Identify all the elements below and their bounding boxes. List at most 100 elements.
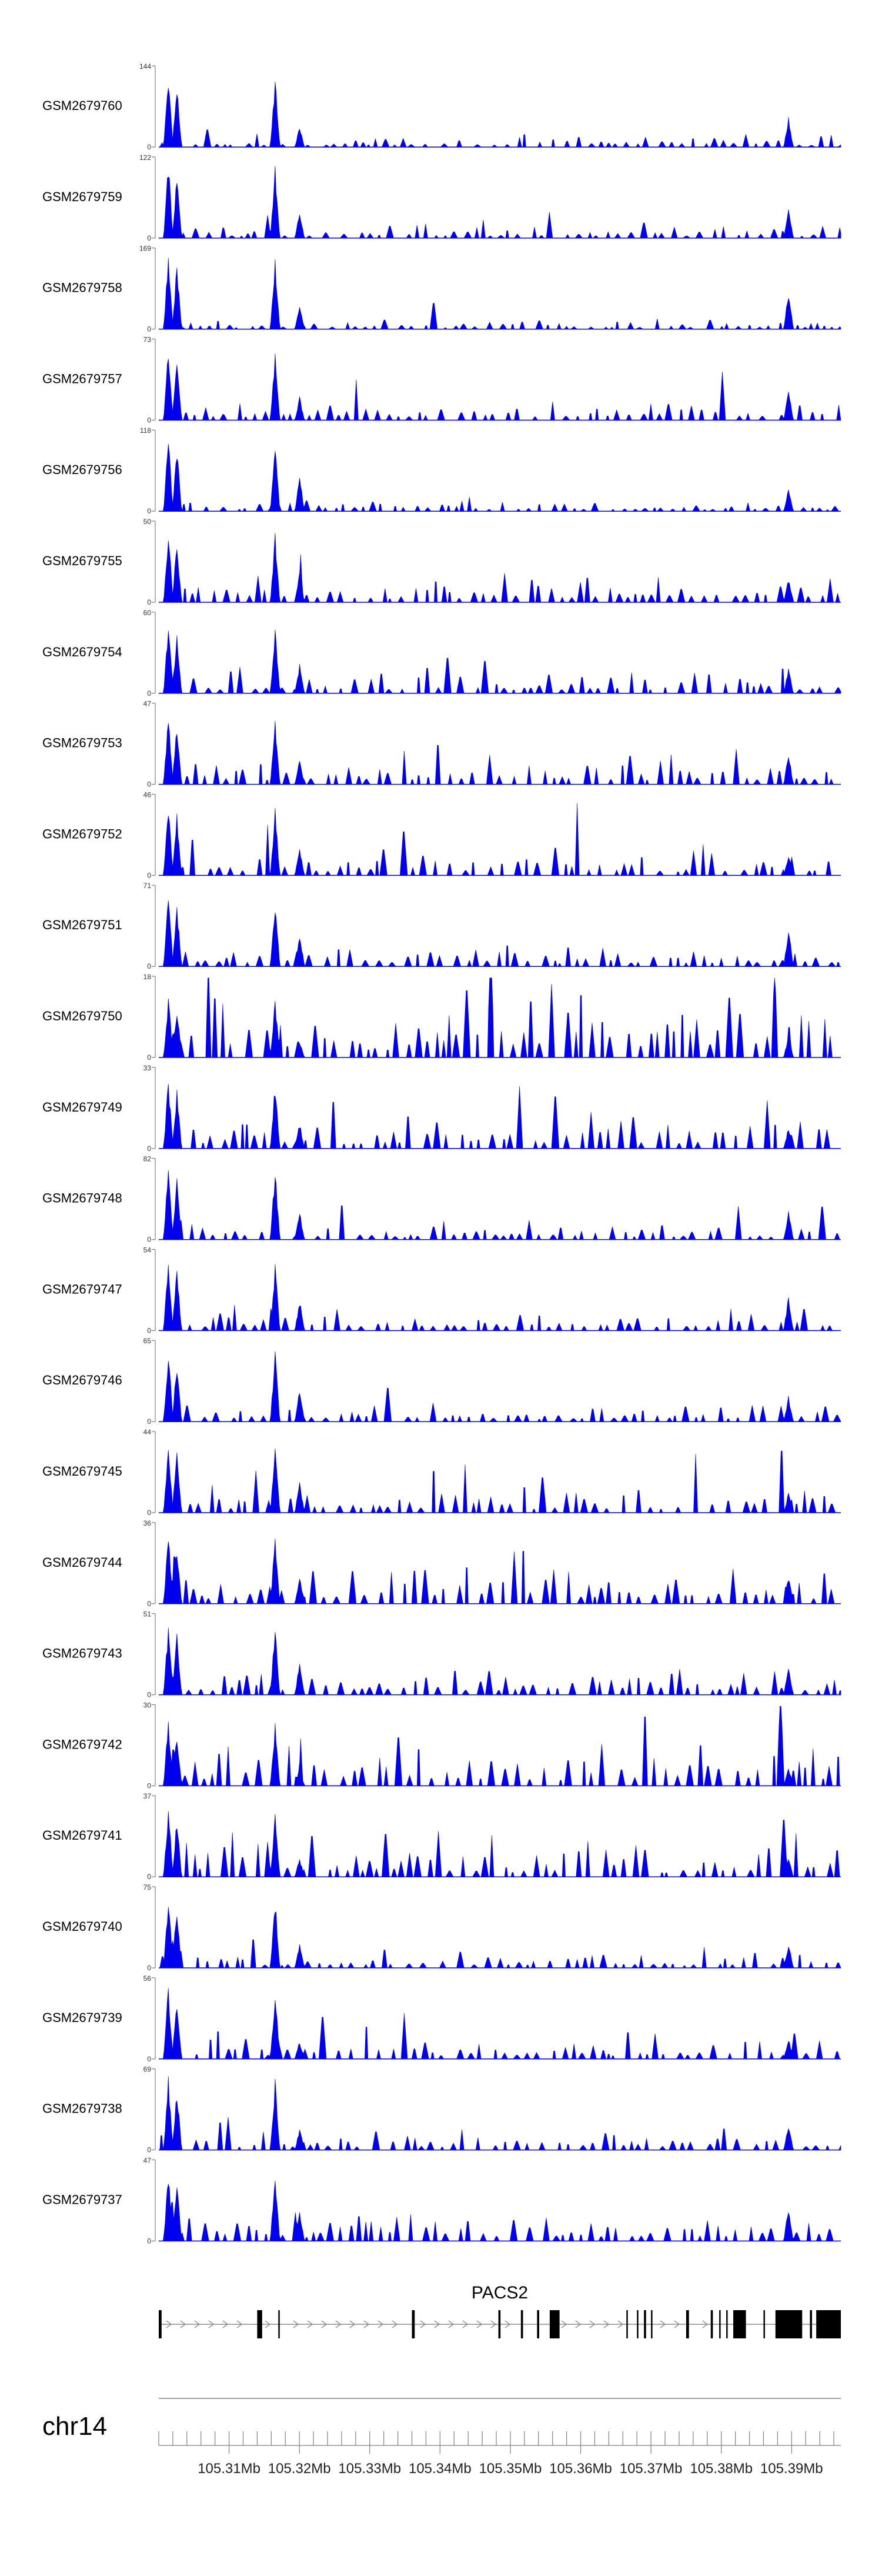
track-gsm2679750-ymin-label: 0 [147, 1053, 151, 1062]
track-gsm2679746-ymax-label: 65 [143, 1337, 152, 1345]
gene-strand-chevron [335, 2320, 342, 2328]
track-gsm2679757-ymin-label: 0 [147, 416, 151, 424]
track-gsm2679746-label: GSM2679746 [42, 1373, 122, 1387]
track-gsm2679740-ymin-label: 0 [147, 1964, 151, 1972]
gene-exon-11 [644, 2310, 646, 2338]
track-gsm2679744-label: GSM2679744 [42, 1555, 122, 1570]
track-gsm2679740-coverage-area [159, 1907, 841, 1968]
track-gsm2679753-label: GSM2679753 [42, 736, 122, 750]
track-gsm2679745-ymax-label: 44 [143, 1428, 152, 1436]
track-gsm2679740-label: GSM2679740 [42, 1919, 122, 1934]
track-gsm2679760-coverage-area [159, 82, 841, 148]
track-gsm2679738-coverage-area [159, 2076, 841, 2150]
track-gsm2679745-coverage-area [159, 1449, 841, 1513]
gene-strand-chevron [476, 2320, 483, 2328]
gene-strand-chevron [490, 2320, 497, 2328]
gene-strand-chevron [420, 2320, 426, 2328]
track-gsm2679751-coverage-area [159, 900, 841, 967]
gene-strand-chevron [617, 2320, 624, 2328]
track-gsm2679742-ymin-label: 0 [147, 1781, 151, 1790]
track-gsm2679743-label: GSM2679743 [42, 1646, 122, 1661]
track-gsm2679759-coverage-area [159, 166, 841, 239]
track-gsm2679749-label: GSM2679749 [42, 1100, 122, 1115]
track-gsm2679759-label: GSM2679759 [42, 189, 122, 204]
gene-exon-12 [651, 2310, 653, 2338]
genome-axis-tick-label: 105.36Mb [549, 2461, 612, 2477]
track-gsm2679737-ymax-label: 47 [143, 2156, 152, 2164]
gene-exon-19 [775, 2310, 803, 2338]
track-gsm2679739-ymin-label: 0 [147, 2055, 151, 2063]
track-gsm2679754-label: GSM2679754 [42, 645, 122, 659]
gene-exon-9 [626, 2310, 628, 2338]
gene-exon-1 [159, 2310, 162, 2338]
gene-exon-5 [498, 2310, 501, 2338]
track-gsm2679758-coverage-area [159, 258, 841, 329]
track-gsm2679742-coverage-area [159, 1706, 841, 1786]
genome-axis-tick-label: 105.34Mb [409, 2461, 472, 2477]
track-gsm2679755-ymin-label: 0 [147, 598, 151, 606]
gene-exon-4 [412, 2310, 415, 2338]
gene-strand-chevron [660, 2320, 666, 2328]
gene-strand-chevron [434, 2320, 440, 2328]
track-gsm2679741-label: GSM2679741 [42, 1828, 122, 1843]
track-gsm2679751-ymin-label: 0 [147, 962, 151, 970]
gene-exon-2 [257, 2310, 262, 2338]
track-gsm2679753-coverage-area [159, 720, 841, 785]
track-gsm2679747-ymax-label: 54 [143, 1246, 152, 1254]
track-gsm2679737-coverage-area [159, 2180, 841, 2242]
gene-exon-3 [278, 2310, 280, 2338]
track-gsm2679759-ymin-label: 0 [147, 234, 151, 242]
track-gsm2679741-ymax-label: 37 [143, 1792, 152, 1800]
track-gsm2679750-label: GSM2679750 [42, 1009, 122, 1023]
genome-axis-tick-label: 105.32Mb [268, 2461, 331, 2477]
track-gsm2679754-ymax-label: 60 [143, 609, 152, 617]
track-gsm2679747-coverage-area [159, 1264, 841, 1332]
genome-axis-tick-label: 105.38Mb [690, 2461, 753, 2477]
gene-strand-chevron [462, 2320, 469, 2328]
track-gsm2679760-label: GSM2679760 [42, 98, 122, 113]
gene-strand-chevron [236, 2320, 243, 2328]
track-gsm2679755-label: GSM2679755 [42, 553, 122, 568]
gene-strand-chevron [208, 2320, 215, 2328]
track-gsm2679742-label: GSM2679742 [42, 1737, 122, 1751]
gene-strand-chevron [561, 2320, 567, 2328]
gene-strand-chevron [377, 2320, 384, 2328]
gene-strand-chevron [321, 2320, 328, 2328]
track-gsm2679749-ymax-label: 33 [143, 1064, 152, 1072]
gene-exon-21 [816, 2310, 841, 2338]
gene-strand-chevron [166, 2320, 172, 2328]
track-gsm2679742-ymax-label: 30 [143, 1701, 152, 1709]
track-gsm2679748-coverage-area [159, 1170, 841, 1240]
track-gsm2679749-coverage-area [159, 1083, 841, 1149]
gene-name-label: PACS2 [472, 2283, 528, 2303]
track-gsm2679743-ymax-label: 51 [143, 1610, 152, 1619]
gene-strand-chevron [180, 2320, 186, 2328]
track-gsm2679743-ymin-label: 0 [147, 1691, 151, 1699]
track-gsm2679744-ymax-label: 36 [143, 1519, 152, 1527]
track-gsm2679756-coverage-area [159, 443, 841, 512]
genome-axis-tick-label: 105.35Mb [479, 2461, 542, 2477]
track-gsm2679757-ymax-label: 73 [143, 335, 152, 343]
track-gsm2679744-ymin-label: 0 [147, 1600, 151, 1608]
track-gsm2679739-label: GSM2679739 [42, 2010, 122, 2025]
genome-axis-tick-label: 105.31Mb [198, 2461, 260, 2477]
gene-strand-chevron [293, 2320, 299, 2328]
track-gsm2679760-ymin-label: 0 [147, 143, 151, 151]
track-gsm2679752-label: GSM2679752 [42, 826, 122, 841]
track-gsm2679747-label: GSM2679747 [42, 1282, 122, 1296]
gene-strand-chevron [392, 2320, 398, 2328]
gene-strand-chevron [448, 2320, 455, 2328]
track-gsm2679760-ymax-label: 144 [139, 62, 151, 71]
track-gsm2679741-ymin-label: 0 [147, 1873, 151, 1881]
track-gsm2679745-label: GSM2679745 [42, 1464, 122, 1479]
gene-strand-chevron [349, 2320, 356, 2328]
track-gsm2679750-coverage-area [159, 977, 841, 1058]
track-gsm2679740-ymax-label: 75 [143, 1883, 152, 1891]
gene-strand-chevron [363, 2320, 370, 2328]
track-gsm2679756-label: GSM2679756 [42, 462, 122, 477]
track-gsm2679759-ymax-label: 122 [139, 154, 151, 162]
track-gsm2679752-coverage-area [159, 803, 841, 876]
gene-exon-18 [763, 2310, 765, 2338]
track-gsm2679758-ymin-label: 0 [147, 325, 151, 333]
